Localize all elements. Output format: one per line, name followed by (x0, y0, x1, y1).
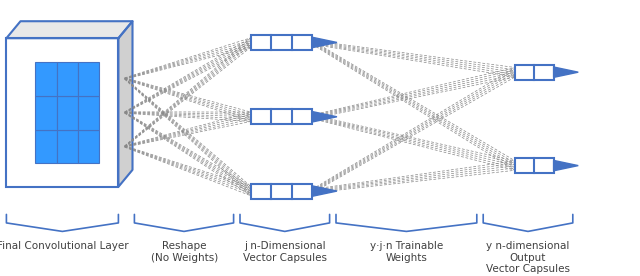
Bar (251, 184, 312, 198)
Bar (35, 62, 56, 95)
Polygon shape (312, 186, 337, 196)
Bar (515, 65, 554, 79)
Text: y·j·n Trainable
Weights: y·j·n Trainable Weights (370, 241, 443, 262)
Polygon shape (118, 21, 132, 187)
Bar (78, 95, 99, 129)
Bar (251, 109, 312, 124)
Text: j n-Dimensional
Vector Capsules: j n-Dimensional Vector Capsules (243, 241, 327, 262)
Bar (56, 129, 78, 163)
Bar (78, 62, 99, 95)
Polygon shape (312, 37, 337, 48)
Bar (56, 95, 78, 129)
Bar (515, 158, 554, 173)
Bar (56, 62, 78, 95)
Polygon shape (554, 160, 579, 171)
Text: Reshape
(No Weights): Reshape (No Weights) (150, 241, 218, 262)
Polygon shape (312, 112, 337, 122)
Polygon shape (554, 67, 579, 77)
Text: y n-dimensional
Output
Vector Capsules: y n-dimensional Output Vector Capsules (486, 241, 570, 274)
Bar (35, 129, 56, 163)
Polygon shape (6, 21, 132, 38)
Bar (251, 35, 312, 50)
Text: Final Convolutional Layer: Final Convolutional Layer (0, 241, 129, 251)
Bar (78, 129, 99, 163)
Bar (6, 38, 118, 187)
Bar (35, 95, 56, 129)
